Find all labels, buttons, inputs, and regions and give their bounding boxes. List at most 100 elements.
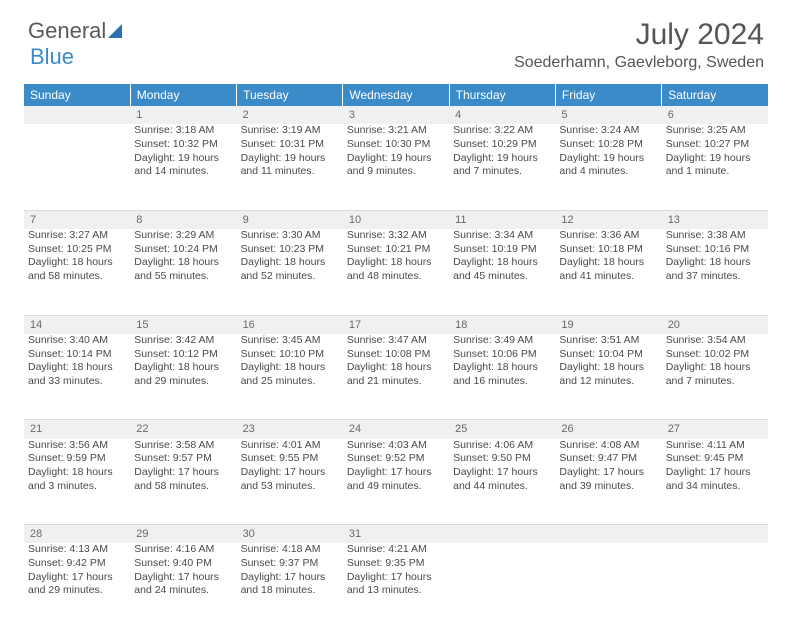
day-cell: Sunrise: 4:06 AMSunset: 9:50 PMDaylight:… bbox=[449, 439, 555, 525]
sunrise-text: Sunrise: 3:42 AM bbox=[134, 334, 232, 348]
content-row: Sunrise: 3:18 AMSunset: 10:32 PMDaylight… bbox=[24, 124, 768, 210]
day-cell: Sunrise: 3:45 AMSunset: 10:10 PMDaylight… bbox=[237, 334, 343, 420]
sunrise-text: Sunrise: 3:56 AM bbox=[28, 439, 126, 453]
daylight-text: Daylight: 17 hours and 13 minutes. bbox=[347, 571, 445, 598]
weekday-sun: Sunday bbox=[24, 84, 130, 106]
logo-triangle-icon bbox=[108, 24, 122, 38]
sunrise-text: Sunrise: 4:08 AM bbox=[559, 439, 657, 453]
day-number: 10 bbox=[343, 210, 449, 229]
sunrise-text: Sunrise: 3:58 AM bbox=[134, 439, 232, 453]
day-cell bbox=[24, 124, 130, 210]
weekday-fri: Friday bbox=[555, 84, 661, 106]
content-row: Sunrise: 3:56 AMSunset: 9:59 PM Daylight:… bbox=[24, 439, 768, 525]
daynum-row: 28293031 bbox=[24, 525, 768, 544]
day-number: 20 bbox=[662, 315, 768, 334]
day-cell bbox=[555, 543, 661, 629]
day-number: 18 bbox=[449, 315, 555, 334]
sunrise-text: Sunrise: 3:22 AM bbox=[453, 124, 551, 138]
daylight-text: Daylight: 18 hours and 55 minutes. bbox=[134, 256, 232, 283]
sunset-text: Sunset: 10:04 PM bbox=[559, 348, 657, 362]
weekday-thu: Thursday bbox=[449, 84, 555, 106]
sunset-text: Sunset: 9:59 PM bbox=[28, 452, 126, 466]
content-row: Sunrise: 3:40 AMSunset: 10:14 PMDaylight… bbox=[24, 334, 768, 420]
day-cell: Sunrise: 3:22 AMSunset: 10:29 PMDaylight… bbox=[449, 124, 555, 210]
sunrise-text: Sunrise: 4:06 AM bbox=[453, 439, 551, 453]
daylight-text: Daylight: 18 hours and 48 minutes. bbox=[347, 256, 445, 283]
day-number: 15 bbox=[130, 315, 236, 334]
day-number: 2 bbox=[237, 106, 343, 124]
day-cell: Sunrise: 3:47 AMSunset: 10:08 PMDaylight… bbox=[343, 334, 449, 420]
daylight-text: Daylight: 18 hours and 33 minutes. bbox=[28, 361, 126, 388]
sunrise-text: Sunrise: 3:29 AM bbox=[134, 229, 232, 243]
daylight-text: Daylight: 18 hours and 41 minutes. bbox=[559, 256, 657, 283]
day-number: 24 bbox=[343, 420, 449, 439]
day-cell: Sunrise: 3:38 AMSunset: 10:16 PMDaylight… bbox=[662, 229, 768, 315]
day-number: 6 bbox=[662, 106, 768, 124]
weekday-mon: Monday bbox=[130, 84, 236, 106]
sunset-text: Sunset: 10:08 PM bbox=[347, 348, 445, 362]
day-cell: Sunrise: 3:32 AMSunset: 10:21 PMDaylight… bbox=[343, 229, 449, 315]
sunset-text: Sunset: 9:52 PM bbox=[347, 452, 445, 466]
sunrise-text: Sunrise: 4:13 AM bbox=[28, 543, 126, 557]
weekday-tue: Tuesday bbox=[237, 84, 343, 106]
sunset-text: Sunset: 10:12 PM bbox=[134, 348, 232, 362]
logo: General bbox=[28, 18, 122, 44]
daylight-text: Daylight: 17 hours and 39 minutes. bbox=[559, 466, 657, 493]
sunset-text: Sunset: 9:45 PM bbox=[666, 452, 764, 466]
day-cell: Sunrise: 4:01 AMSunset: 9:55 PMDaylight:… bbox=[237, 439, 343, 525]
weekday-wed: Wednesday bbox=[343, 84, 449, 106]
sunset-text: Sunset: 9:55 PM bbox=[241, 452, 339, 466]
day-number: 27 bbox=[662, 420, 768, 439]
daylight-text: Daylight: 19 hours and 9 minutes. bbox=[347, 152, 445, 179]
day-cell: Sunrise: 4:13 AMSunset: 9:42 PMDaylight:… bbox=[24, 543, 130, 629]
daylight-text: Daylight: 17 hours and 53 minutes. bbox=[241, 466, 339, 493]
location-text: Soederhamn, Gaevleborg, Sweden bbox=[514, 54, 764, 72]
sunrise-text: Sunrise: 3:49 AM bbox=[453, 334, 551, 348]
daylight-text: Daylight: 17 hours and 58 minutes. bbox=[134, 466, 232, 493]
daylight-text: Daylight: 18 hours and 21 minutes. bbox=[347, 361, 445, 388]
day-number: 11 bbox=[449, 210, 555, 229]
day-number: 4 bbox=[449, 106, 555, 124]
page-title: July 2024 bbox=[514, 18, 764, 52]
day-cell: Sunrise: 3:54 AMSunset: 10:02 PMDaylight… bbox=[662, 334, 768, 420]
sunset-text: Sunset: 9:50 PM bbox=[453, 452, 551, 466]
day-cell: Sunrise: 3:40 AMSunset: 10:14 PMDaylight… bbox=[24, 334, 130, 420]
sunset-text: Sunset: 10:02 PM bbox=[666, 348, 764, 362]
daylight-text: Daylight: 17 hours and 29 minutes. bbox=[28, 571, 126, 598]
daylight-text: Daylight: 18 hours and 58 minutes. bbox=[28, 256, 126, 283]
daynum-row: 21222324252627 bbox=[24, 420, 768, 439]
day-number: 28 bbox=[24, 525, 130, 544]
sunset-text: Sunset: 9:47 PM bbox=[559, 452, 657, 466]
day-number: 8 bbox=[130, 210, 236, 229]
day-number: 19 bbox=[555, 315, 661, 334]
day-cell: Sunrise: 3:49 AMSunset: 10:06 PMDaylight… bbox=[449, 334, 555, 420]
sunset-text: Sunset: 10:06 PM bbox=[453, 348, 551, 362]
content-row: Sunrise: 3:27 AMSunset: 10:25 PMDaylight… bbox=[24, 229, 768, 315]
day-number: 12 bbox=[555, 210, 661, 229]
daylight-text: Daylight: 19 hours and 7 minutes. bbox=[453, 152, 551, 179]
day-cell: Sunrise: 4:03 AMSunset: 9:52 PMDaylight:… bbox=[343, 439, 449, 525]
day-cell: Sunrise: 4:21 AMSunset: 9:35 PMDaylight:… bbox=[343, 543, 449, 629]
day-number: 7 bbox=[24, 210, 130, 229]
sunrise-text: Sunrise: 3:51 AM bbox=[559, 334, 657, 348]
sunrise-text: Sunrise: 3:27 AM bbox=[28, 229, 126, 243]
daylight-text: Daylight: 19 hours and 14 minutes. bbox=[134, 152, 232, 179]
sunset-text: Sunset: 9:57 PM bbox=[134, 452, 232, 466]
day-number: 3 bbox=[343, 106, 449, 124]
sunset-text: Sunset: 9:42 PM bbox=[28, 557, 126, 571]
day-cell: Sunrise: 3:27 AMSunset: 10:25 PMDaylight… bbox=[24, 229, 130, 315]
sunrise-text: Sunrise: 3:32 AM bbox=[347, 229, 445, 243]
daylight-text: Daylight: 18 hours and 37 minutes. bbox=[666, 256, 764, 283]
sunset-text: Sunset: 10:28 PM bbox=[559, 138, 657, 152]
sunrise-text: Sunrise: 3:21 AM bbox=[347, 124, 445, 138]
sunset-text: Sunset: 10:30 PM bbox=[347, 138, 445, 152]
sunrise-text: Sunrise: 3:24 AM bbox=[559, 124, 657, 138]
weekday-sat: Saturday bbox=[662, 84, 768, 106]
daylight-text: Daylight: 19 hours and 11 minutes. bbox=[241, 152, 339, 179]
sunrise-text: Sunrise: 3:19 AM bbox=[241, 124, 339, 138]
sunrise-text: Sunrise: 4:21 AM bbox=[347, 543, 445, 557]
day-cell: Sunrise: 4:08 AMSunset: 9:47 PMDaylight:… bbox=[555, 439, 661, 525]
day-number: 16 bbox=[237, 315, 343, 334]
sunset-text: Sunset: 10:19 PM bbox=[453, 243, 551, 257]
sunset-text: Sunset: 10:32 PM bbox=[134, 138, 232, 152]
